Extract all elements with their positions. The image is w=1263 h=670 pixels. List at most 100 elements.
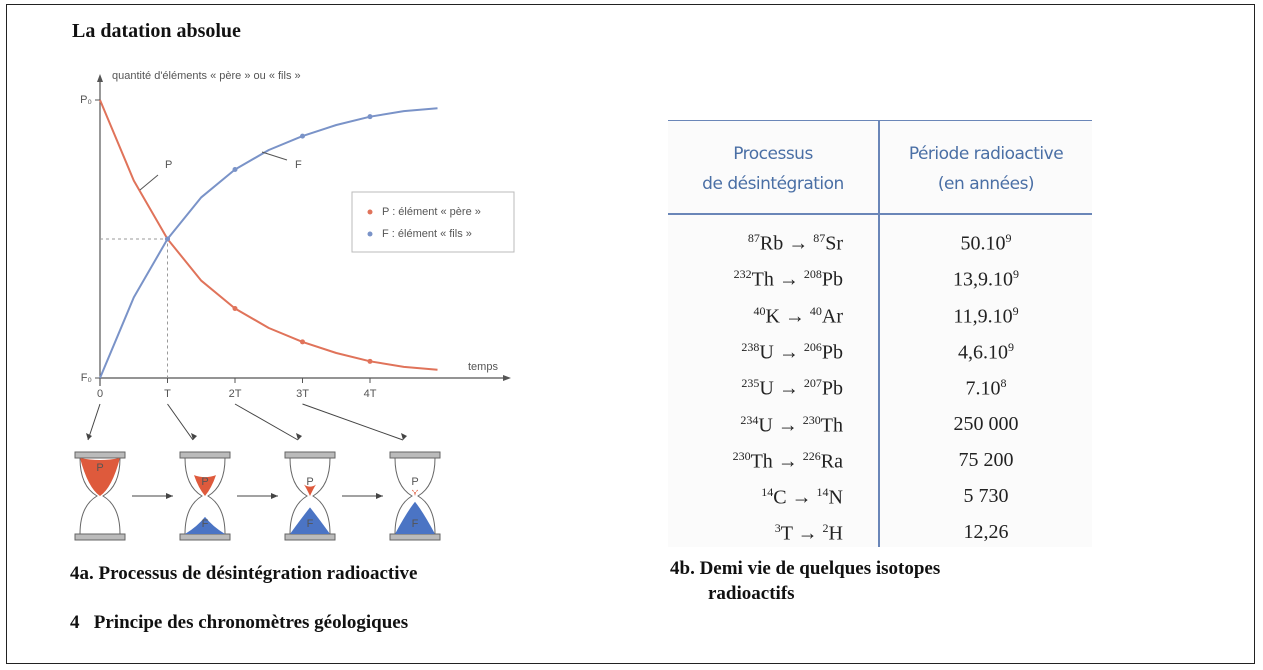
point [300,339,305,344]
arrow [168,404,194,440]
curve-leader [140,175,158,190]
period-value: 5 730 [964,485,1009,507]
hourglass-cap [75,452,125,458]
header-line: Processus [668,139,878,169]
x-tick-label: 2T [229,388,242,400]
period-value: 7.10 [966,378,1001,400]
hourglass-cap [75,534,125,540]
arrow-head [86,433,92,440]
mass-number: 87 [813,231,825,245]
header-line: Période radioactive [880,139,1092,169]
header-line: de désintégration [668,169,878,199]
element: Ar [822,305,843,327]
arrow [88,404,100,440]
period: 13,9.109 [880,267,1092,292]
element: Sr [825,233,843,255]
process: 3T → 2H [775,521,843,546]
process: 230Th → 226Ra [733,449,843,474]
header-line: (en années) [880,169,1092,199]
point [233,167,238,172]
sand-top [412,490,418,496]
period: 75 200 [880,449,1092,472]
process: 87Rb → 87Sr [748,231,843,256]
x-tick-label: 0 [97,388,103,400]
process: 238U → 206Pb [741,340,843,365]
y-axis-label: quantité d'éléments « père » ou « fils » [112,70,301,82]
element: H [829,523,843,545]
arrow [235,404,298,440]
hourglass-label: P [201,476,208,488]
legend-label: F : élément « fils » [382,228,472,240]
mass-number: 232 [734,267,752,281]
point [368,114,373,119]
element: N [829,487,843,509]
mass-number: 87 [748,231,760,245]
hourglass-label: F [202,518,209,530]
caption-b: 4b. Demi vie de quelques isotopes [670,558,940,580]
element: U [759,342,773,364]
point [368,359,373,364]
point [300,134,305,139]
element: U [758,414,772,436]
period-value: 250 000 [954,413,1019,435]
mass-number: 230 [733,449,751,463]
legend-swatch [368,210,373,215]
element: Th [751,450,773,472]
mass-number: 206 [804,340,822,354]
period-value: 75 200 [959,449,1014,471]
mass-number: 235 [741,376,759,390]
element: Pb [822,378,843,400]
curve-leader [262,152,287,160]
guide-line [100,239,168,378]
process: 235U → 207Pb [741,376,843,401]
element: T [781,523,793,545]
axis-arrow [97,74,103,82]
period: 4,6.109 [880,340,1092,365]
hourglass-cap [390,452,440,458]
hourglass-label: P [96,462,103,474]
mass-number: 40 [810,304,822,318]
mass-number: 234 [740,413,758,427]
mass-number: 226 [803,449,821,463]
period: 250 000 [880,413,1092,436]
period: 7.108 [880,376,1092,401]
y-tick-label: P₀ [80,94,92,106]
arrow-head [271,493,278,499]
arrow: → [787,487,817,509]
period: 50.109 [880,231,1092,256]
arrow-head [401,433,407,440]
period-value: 12,26 [964,521,1009,543]
period: 12,26 [880,521,1092,544]
element: Ra [821,450,843,472]
process: 14C → 14N [761,485,843,510]
arrow: → [774,269,804,291]
mass-number: 14 [761,485,773,499]
caption-b: radioactifs [708,583,795,605]
mass-number: 208 [804,267,822,281]
mass-number: 40 [753,304,765,318]
mass-number: 230 [803,413,821,427]
arrow: → [774,378,804,400]
arrow-head [166,493,173,499]
table: Processusde désintégrationPériode radioa… [668,120,1092,547]
period-exponent: 9 [1008,340,1014,354]
hourglass-cap [285,534,335,540]
period-exponent: 9 [1006,231,1012,245]
curve-label: F [295,159,302,171]
hourglass-label: F [412,518,419,530]
period-value: 11,9.10 [953,305,1012,327]
period-value: 50.10 [961,233,1006,255]
element: Rb [760,233,783,255]
element: C [773,487,786,509]
hourglass-cap [180,534,230,540]
arrow: → [774,342,804,364]
hourglass-label: P [306,476,313,488]
arrow: → [773,414,803,436]
x-tick-label: 3T [296,388,309,400]
element: K [765,305,779,327]
legend-swatch [368,232,373,237]
table-rule [668,213,1092,215]
hourglass-cap [390,534,440,540]
point [165,237,170,242]
period-exponent: 9 [1013,304,1019,318]
